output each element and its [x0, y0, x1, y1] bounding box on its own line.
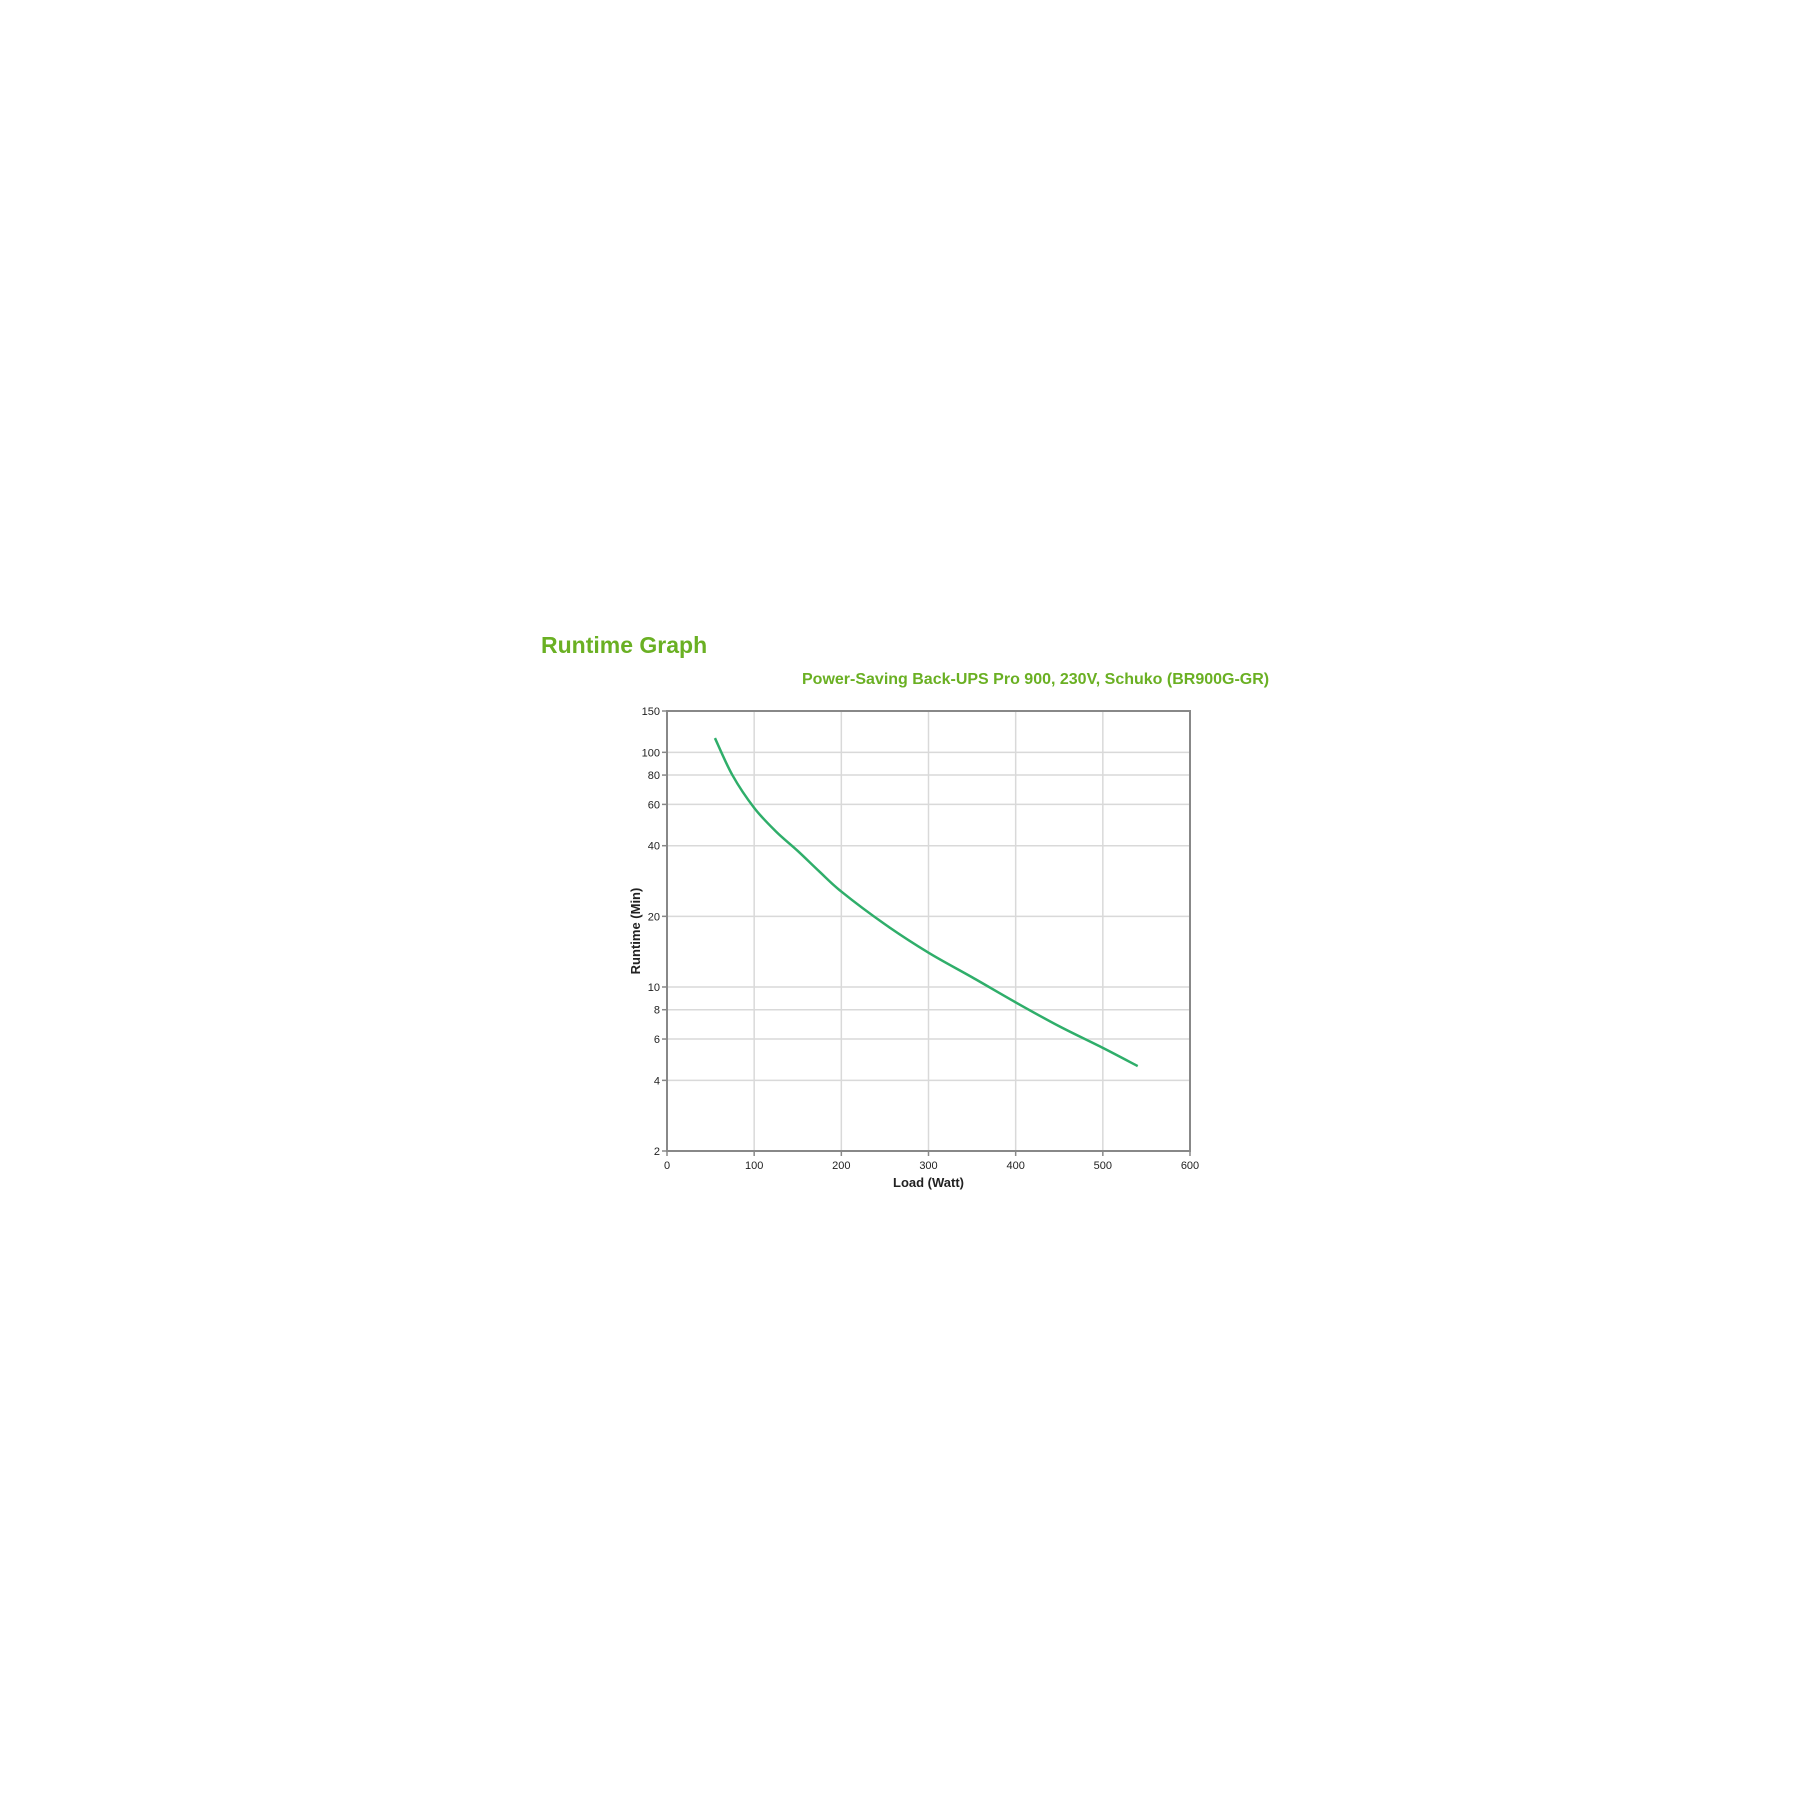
y-tick-label: 10 — [648, 982, 660, 994]
x-tick-label: 300 — [919, 1160, 937, 1172]
y-tick-label: 8 — [654, 1005, 660, 1017]
y-tick-label: 80 — [648, 770, 660, 782]
y-tick-label: 150 — [642, 706, 660, 718]
y-tick-label: 6 — [654, 1034, 660, 1046]
y-tick-label: 100 — [642, 747, 660, 759]
chart-title: Power-Saving Back-UPS Pro 900, 230V, Sch… — [802, 671, 1270, 688]
x-tick-label: 100 — [745, 1160, 763, 1172]
y-tick-label: 2 — [654, 1146, 660, 1158]
x-tick-label: 200 — [832, 1160, 850, 1172]
x-tick-label: 500 — [1094, 1160, 1112, 1172]
y-tick-label: 60 — [648, 799, 660, 811]
plot-frame — [666, 710, 1191, 1152]
y-axis-label: Runtime (Min) — [628, 888, 643, 975]
x-axis-label: Load (Watt) — [893, 1175, 964, 1190]
x-tick-label: 400 — [1006, 1160, 1024, 1172]
x-tick-label: 600 — [1181, 1160, 1199, 1172]
x-tick-label: 0 — [664, 1160, 670, 1172]
runtime-line — [713, 737, 1139, 1068]
y-tick-label: 20 — [648, 911, 660, 923]
page-heading: Runtime Graph — [541, 632, 708, 658]
y-tick-label: 40 — [648, 841, 660, 853]
y-tick-label: 4 — [654, 1075, 660, 1087]
